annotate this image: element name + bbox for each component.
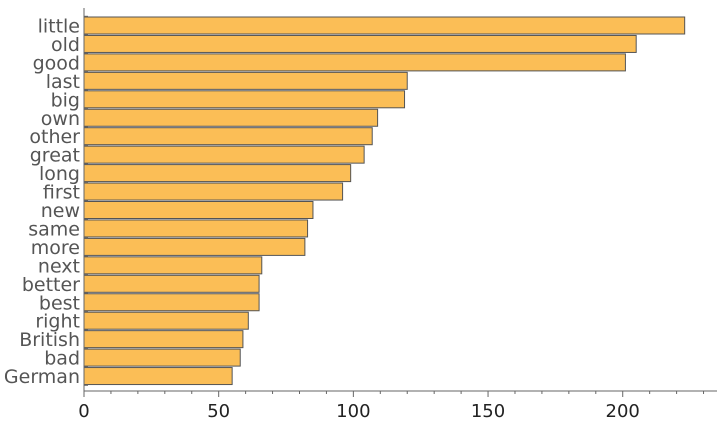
bar-same	[83, 219, 309, 238]
bar-new	[83, 201, 314, 219]
bar-bad	[83, 348, 241, 367]
bar-right	[83, 311, 249, 330]
category-label-more: more	[31, 237, 80, 259]
category-label-last: last	[46, 71, 80, 93]
bar-british	[83, 330, 244, 349]
bar-long	[83, 164, 352, 183]
category-label-bad: bad	[44, 348, 80, 370]
x-tick-label-150: 150	[471, 401, 505, 422]
category-label-little: little	[38, 16, 80, 38]
bar-good	[83, 53, 626, 72]
bar-best	[83, 293, 260, 312]
bar-group	[83, 16, 686, 386]
category-label-other: other	[29, 126, 80, 148]
x-tick-label-50: 50	[207, 401, 230, 422]
bar-little	[83, 16, 686, 35]
x-axis-ticks: 0 50 100 150 200	[78, 391, 705, 422]
category-label-german: German	[4, 366, 80, 388]
bar-german	[83, 367, 233, 386]
category-label-next: next	[38, 255, 80, 277]
x-tick-label-0: 0	[78, 401, 89, 422]
bar-big	[83, 90, 406, 109]
category-label-big: big	[51, 89, 80, 111]
bar-first	[83, 182, 344, 201]
category-label-better: better	[22, 274, 80, 296]
x-tick-label-100: 100	[336, 401, 370, 422]
bar-own	[83, 108, 379, 127]
category-labels: littleoldgoodlastbigownothergreatlongfir…	[4, 16, 80, 389]
category-label-great: great	[30, 145, 80, 167]
bar-last	[83, 71, 408, 90]
category-label-right: right	[35, 311, 80, 333]
bar-better	[83, 274, 260, 293]
axes	[83, 8, 717, 392]
category-label-same: same	[28, 218, 80, 240]
category-label-long: long	[39, 163, 80, 185]
bar-more	[83, 237, 306, 256]
category-label-new: new	[41, 200, 80, 222]
category-label-british: British	[19, 329, 80, 351]
bar-other	[83, 127, 373, 146]
bar-old	[83, 34, 637, 53]
category-label-own: own	[41, 108, 80, 130]
category-label-first: first	[43, 182, 80, 204]
category-label-old: old	[51, 34, 80, 56]
category-label-best: best	[39, 292, 80, 314]
bar-next	[83, 256, 263, 275]
x-tick-label-200: 200	[606, 401, 640, 422]
bar-great	[83, 145, 365, 164]
category-label-good: good	[33, 52, 80, 74]
